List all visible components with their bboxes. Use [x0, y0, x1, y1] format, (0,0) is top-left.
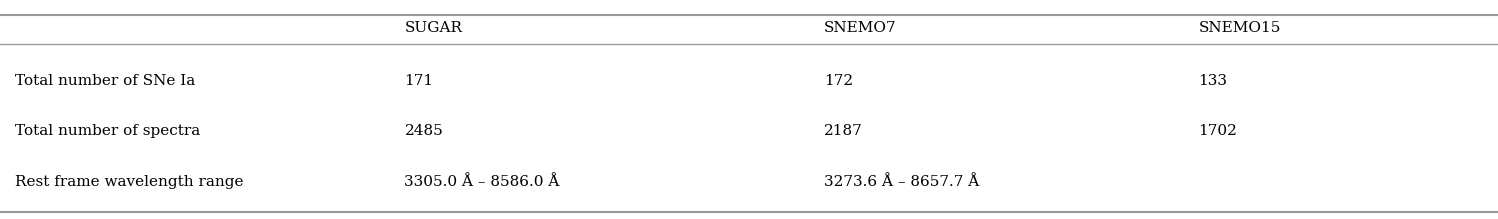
Text: Rest frame wavelength range: Rest frame wavelength range	[15, 175, 244, 189]
Text: 172: 172	[824, 74, 852, 88]
Text: 2187: 2187	[824, 124, 863, 138]
Text: 2485: 2485	[404, 124, 443, 138]
Text: 133: 133	[1198, 74, 1227, 88]
Text: 3273.6 Å – 8657.7 Å: 3273.6 Å – 8657.7 Å	[824, 175, 980, 189]
Text: SNEMO15: SNEMO15	[1198, 21, 1281, 35]
Text: Total number of SNe Ia: Total number of SNe Ia	[15, 74, 195, 88]
Text: 3305.0 Å – 8586.0 Å: 3305.0 Å – 8586.0 Å	[404, 175, 560, 189]
Text: 1702: 1702	[1198, 124, 1237, 138]
Text: 171: 171	[404, 74, 433, 88]
Text: SNEMO7: SNEMO7	[824, 21, 896, 35]
Text: SUGAR: SUGAR	[404, 21, 463, 35]
Text: Total number of spectra: Total number of spectra	[15, 124, 201, 138]
